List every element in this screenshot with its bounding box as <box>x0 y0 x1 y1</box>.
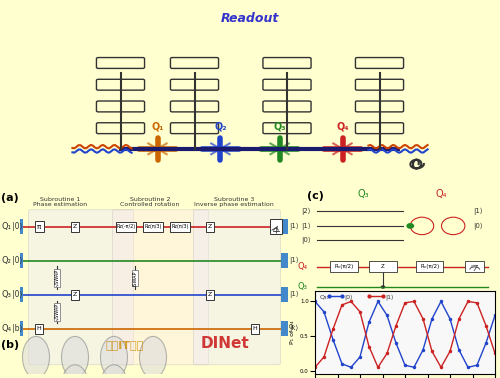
Text: |1⟩: |1⟩ <box>301 222 310 229</box>
Text: √SWAP: √SWAP <box>54 303 60 321</box>
FancyBboxPatch shape <box>20 321 23 336</box>
Text: |1⟩: |1⟩ <box>290 257 299 265</box>
FancyBboxPatch shape <box>280 253 288 268</box>
Text: Subroutine 3
Inverse phase estimation: Subroutine 3 Inverse phase estimation <box>194 197 274 208</box>
Text: Q₃:: Q₃: <box>320 294 329 299</box>
Text: (a): (a) <box>2 193 19 203</box>
Text: √SWAP: √SWAP <box>54 269 60 287</box>
Circle shape <box>380 285 386 289</box>
Text: Z: Z <box>208 224 212 229</box>
Text: DINet: DINet <box>200 336 250 351</box>
Text: Q₁: Q₁ <box>2 222 12 231</box>
Text: |k⟩: |k⟩ <box>290 325 299 333</box>
Text: Q₄: Q₄ <box>436 189 448 199</box>
Text: |1⟩: |1⟩ <box>385 294 394 301</box>
Text: Z: Z <box>381 264 385 269</box>
FancyBboxPatch shape <box>20 287 23 302</box>
FancyBboxPatch shape <box>20 219 23 234</box>
FancyBboxPatch shape <box>251 324 259 334</box>
Text: Z: Z <box>73 224 77 229</box>
Text: Q₄: Q₄ <box>297 262 308 271</box>
Ellipse shape <box>62 336 88 378</box>
FancyBboxPatch shape <box>280 219 288 234</box>
FancyBboxPatch shape <box>370 261 396 273</box>
Text: H: H <box>252 326 258 332</box>
Text: Rz(π/3): Rz(π/3) <box>144 224 162 229</box>
Text: Q₃: Q₃ <box>2 290 12 299</box>
Text: |1⟩: |1⟩ <box>472 208 482 215</box>
Text: |1⟩: |1⟩ <box>290 291 299 299</box>
Text: |0⟩: |0⟩ <box>301 237 310 244</box>
Text: Readout: Readout <box>221 12 279 25</box>
FancyBboxPatch shape <box>465 261 484 273</box>
FancyBboxPatch shape <box>20 253 23 268</box>
FancyBboxPatch shape <box>71 290 79 300</box>
Text: 企业IT门户: 企业IT门户 <box>106 340 144 350</box>
FancyBboxPatch shape <box>270 219 282 234</box>
Text: Rz(π/3): Rz(π/3) <box>172 224 188 229</box>
Text: |0⟩: |0⟩ <box>472 222 482 229</box>
Text: Rz(-π/2): Rz(-π/2) <box>116 224 136 229</box>
FancyBboxPatch shape <box>170 222 190 232</box>
Text: Q₁: Q₁ <box>151 121 164 132</box>
FancyBboxPatch shape <box>330 261 357 273</box>
Ellipse shape <box>100 365 128 378</box>
FancyBboxPatch shape <box>280 321 288 336</box>
Text: |2⟩: |2⟩ <box>301 208 310 215</box>
FancyBboxPatch shape <box>35 324 43 334</box>
Ellipse shape <box>100 336 128 378</box>
FancyBboxPatch shape <box>112 210 208 365</box>
FancyBboxPatch shape <box>116 222 136 232</box>
Text: (b): (b) <box>2 340 20 350</box>
Text: Rₓ(π/2): Rₓ(π/2) <box>334 264 353 269</box>
Text: Q₃: Q₃ <box>297 282 307 291</box>
Text: (c): (c) <box>307 191 324 201</box>
Text: iSWAP: iSWAP <box>132 270 138 285</box>
Text: Q₄: Q₄ <box>2 324 12 333</box>
Text: Q₃: Q₃ <box>274 121 286 132</box>
Text: H: H <box>36 326 42 332</box>
Text: Subroutine 1
Phase estimation: Subroutine 1 Phase estimation <box>33 197 87 208</box>
Text: Q₂: Q₂ <box>2 256 12 265</box>
FancyBboxPatch shape <box>143 222 163 232</box>
Text: Subroutine 2
Controlled rotation: Subroutine 2 Controlled rotation <box>120 197 180 208</box>
Ellipse shape <box>62 365 88 378</box>
FancyBboxPatch shape <box>206 222 214 232</box>
FancyBboxPatch shape <box>34 221 43 232</box>
Text: |0⟩: |0⟩ <box>12 222 22 231</box>
Text: Rₓ(π/2): Rₓ(π/2) <box>420 264 440 269</box>
Text: |1⟩: |1⟩ <box>290 223 299 231</box>
Text: Z: Z <box>208 292 212 297</box>
Text: Z: Z <box>73 292 77 297</box>
FancyBboxPatch shape <box>71 222 79 232</box>
Circle shape <box>406 223 414 229</box>
Text: Q₃: Q₃ <box>358 189 370 199</box>
Text: Q₄: Q₄ <box>336 121 349 132</box>
Text: |0⟩: |0⟩ <box>344 294 353 301</box>
Ellipse shape <box>22 336 50 378</box>
FancyBboxPatch shape <box>28 210 134 365</box>
Y-axis label: P₁ of Q₄: P₁ of Q₄ <box>290 321 294 344</box>
FancyBboxPatch shape <box>280 287 288 302</box>
Text: |0⟩: |0⟩ <box>12 290 22 299</box>
Text: Q₂: Q₂ <box>214 121 226 132</box>
FancyBboxPatch shape <box>206 290 214 300</box>
FancyBboxPatch shape <box>416 261 444 273</box>
FancyBboxPatch shape <box>194 210 280 365</box>
Text: |b⟩: |b⟩ <box>12 324 22 333</box>
Text: π: π <box>37 224 41 230</box>
Text: |0⟩: |0⟩ <box>12 256 22 265</box>
Ellipse shape <box>140 336 166 378</box>
